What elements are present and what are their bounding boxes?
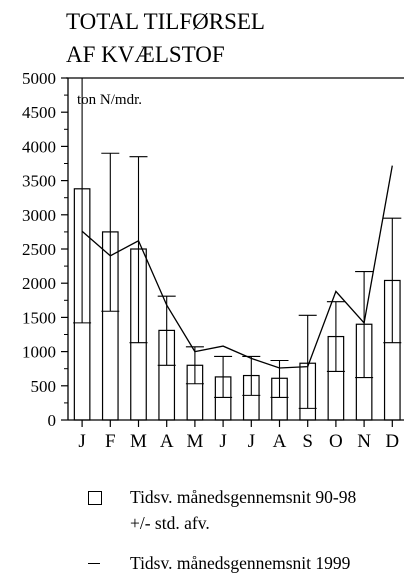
legend-label-bars-line-1: Tidsv. månedsgennemsnit 90-98 (130, 487, 357, 507)
legend-item-bars: Tidsv. månedsgennemsnit 90-98 +/- std. a… (88, 484, 398, 536)
y-tick-label: 2000 (22, 274, 56, 293)
legend: Tidsv. månedsgennemsnit 90-98 +/- std. a… (88, 484, 398, 576)
error-bar-series (73, 78, 402, 409)
x-tick-label: M (186, 431, 203, 452)
y-tick-label: 4000 (22, 137, 56, 156)
x-tick-label: O (329, 431, 343, 452)
unit-label: ton N/mdr. (77, 92, 142, 108)
x-tick-label: J (78, 431, 85, 452)
y-tick-label: 0 (48, 411, 57, 430)
y-tick-label: 1000 (22, 343, 56, 362)
y-tick-label: 3500 (22, 172, 56, 191)
x-tick-label: A (160, 431, 174, 452)
legend-label-line: Tidsv. månedsgennemsnit 1999 (130, 553, 351, 573)
chart-title-line-1: TOTAL TILFØRSEL (66, 9, 265, 34)
x-tick-label: S (302, 431, 313, 452)
y-tick-label: 500 (31, 377, 57, 396)
legend-label-bars-line-2: +/- std. afv. (130, 513, 210, 533)
x-tick-label: D (385, 431, 399, 452)
legend-box-icon (88, 491, 102, 505)
x-tick-label: M (130, 431, 147, 452)
bar-series (73, 188, 401, 421)
y-tick-label: 3000 (22, 206, 56, 225)
y-tick-label: 1500 (22, 308, 56, 327)
nitrogen-chart: TOTAL TILFØRSEL AF KVÆLSTOF ton N/mdr. 0… (22, 9, 404, 452)
y-axis: 0 500 1000 1500 2000 2500 3000 3500 4000 4500 5000 (22, 69, 69, 430)
x-tick-label: F (105, 431, 116, 452)
legend-dash-icon (88, 563, 100, 564)
line-series-path (81, 165, 393, 369)
line-series (81, 165, 393, 369)
x-tick-label: J (219, 431, 226, 452)
y-tick-label: 5000 (22, 69, 56, 88)
chart-title-line-2: AF KVÆLSTOF (66, 42, 225, 67)
x-tick-label: A (273, 431, 287, 452)
x-tick-label: N (357, 431, 371, 452)
x-tick-label: J (248, 431, 255, 452)
y-tick-label: 4500 (22, 103, 56, 122)
legend-item-line: Tidsv. månedsgennemsnit 1999 (88, 550, 398, 576)
y-tick-label: 2500 (22, 240, 56, 259)
